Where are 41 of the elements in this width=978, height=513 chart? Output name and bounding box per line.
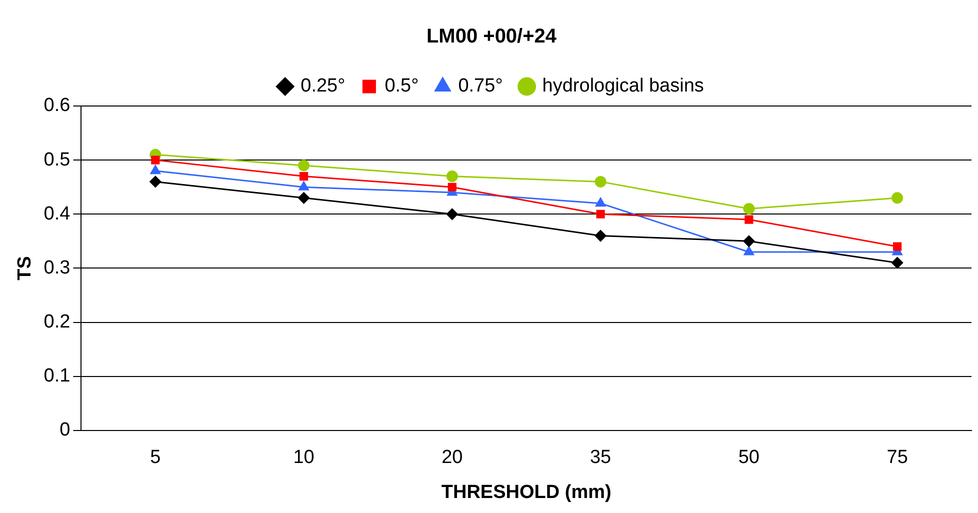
point [744,215,754,224]
legend-label: 0.25° [300,76,346,97]
point [744,246,754,256]
point [150,176,162,188]
legend-label: hydrological basins [542,76,704,97]
x-tick-label: 5 [150,447,161,468]
chart-title: LM00 +00/+24 [426,26,558,48]
legend-label: 0.5° [384,76,419,97]
point [448,182,456,192]
point [743,235,755,247]
legend-label: 0.75° [458,76,503,97]
point [595,198,606,207]
point [743,202,755,214]
point [298,160,310,172]
point [300,172,308,181]
x-tick-label: 50 [738,447,760,468]
point [446,170,458,182]
x-tick-label: 35 [590,447,612,468]
y-tick-label: 0.5 [44,149,70,170]
y-tick-label: 0.3 [44,257,70,278]
y-tick-label: 0.1 [44,366,70,387]
point [892,257,904,269]
x-axis-title: THRESHOLD (mm) [441,482,612,503]
y-tick-label: 0.2 [44,312,70,332]
point [150,165,160,174]
point [596,210,605,218]
point [892,192,904,204]
point [298,181,309,190]
point [151,156,160,164]
y-axis-title: TS [14,256,36,280]
x-tick-label: 75 [886,447,908,468]
point [594,230,606,242]
y-tick-label: 0.4 [44,203,71,224]
y-tick-label: 0 [60,420,70,441]
point [893,242,902,251]
x-tick-label: 10 [293,447,314,468]
point [446,208,458,220]
point [594,176,606,188]
x-tick-label: 20 [442,447,463,468]
point [298,192,310,204]
y-tick-label: 0.6 [44,95,70,116]
